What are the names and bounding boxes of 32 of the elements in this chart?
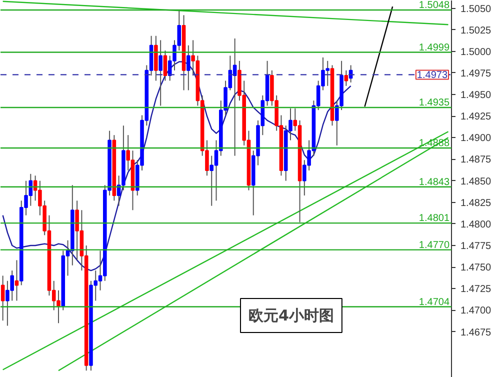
ref-line-label: 1.4973 bbox=[416, 70, 448, 82]
ref-line-label: 1.4801 bbox=[418, 213, 450, 224]
candlestick bbox=[232, 38, 237, 156]
ref-line-label: 1.4999 bbox=[418, 42, 450, 54]
annotation: 欧元4小时图 bbox=[248, 306, 334, 324]
y-tick-label: 1.5025 bbox=[460, 25, 492, 36]
y-tick-label: 1.4825 bbox=[460, 198, 492, 209]
candlestick bbox=[0, 275, 5, 322]
ref-line-label: 1.4935 bbox=[418, 97, 450, 108]
y-tick-label: 1.4950 bbox=[460, 90, 492, 102]
candlestick bbox=[163, 50, 168, 82]
ref-line-label: 1.4770 bbox=[418, 240, 450, 251]
y-tick-label: 1.4775 bbox=[460, 241, 492, 252]
y-tick-label: 1.4750 bbox=[460, 262, 492, 274]
y-tick-label: 1.4800 bbox=[460, 219, 492, 230]
y-tick-label: 1.4875 bbox=[460, 154, 492, 166]
y-tick-label: 1.5000 bbox=[460, 46, 492, 58]
candlestick bbox=[186, 44, 190, 91]
y-tick-label: 1.4675 bbox=[460, 327, 492, 338]
y-tick-label: 1.4925 bbox=[460, 112, 492, 123]
y-tick-label: 1.4975 bbox=[460, 68, 492, 80]
y-tick-label: 1.4700 bbox=[460, 306, 492, 317]
y-tick-label: 1.5050 bbox=[460, 4, 492, 15]
candlestick bbox=[344, 70, 348, 86]
candlestick bbox=[14, 260, 19, 302]
y-tick-label: 1.4850 bbox=[460, 176, 492, 188]
ref-line-label: 1.4843 bbox=[418, 176, 450, 188]
ref-line-label: 1.5048 bbox=[418, 0, 450, 11]
y-tick-label: 1.4900 bbox=[460, 133, 492, 144]
y-tick-label: 1.4725 bbox=[460, 284, 492, 296]
candlestick bbox=[158, 40, 162, 106]
ref-line-label: 1.4704 bbox=[418, 296, 450, 308]
